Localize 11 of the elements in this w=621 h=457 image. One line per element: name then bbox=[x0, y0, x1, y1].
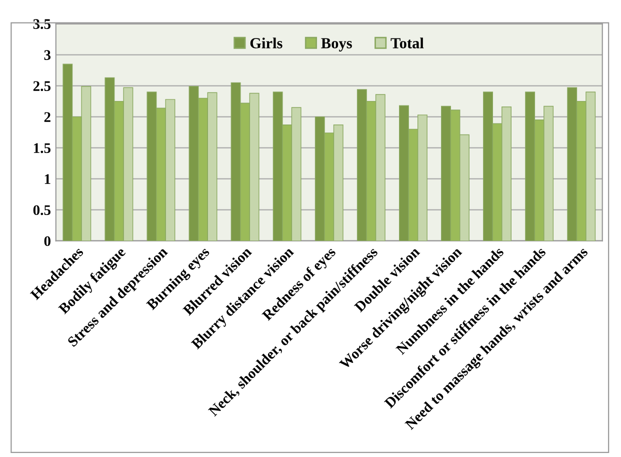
y-tick-label: 1 bbox=[44, 174, 50, 184]
legend-label: Total bbox=[390, 38, 424, 48]
legend-label: Girls bbox=[250, 38, 282, 48]
y-tick-label: 3 bbox=[44, 50, 51, 60]
y-tick-label: 0.5 bbox=[33, 205, 50, 216]
y-tick-label: 1.5 bbox=[34, 143, 50, 154]
legend-label: Boys bbox=[321, 38, 352, 52]
y-tick-label: 3.5 bbox=[33, 19, 50, 30]
y-tick-label: 2.5 bbox=[33, 81, 50, 92]
y-tick-label: 2 bbox=[44, 112, 50, 122]
y-tick-label: 0 bbox=[44, 236, 50, 246]
